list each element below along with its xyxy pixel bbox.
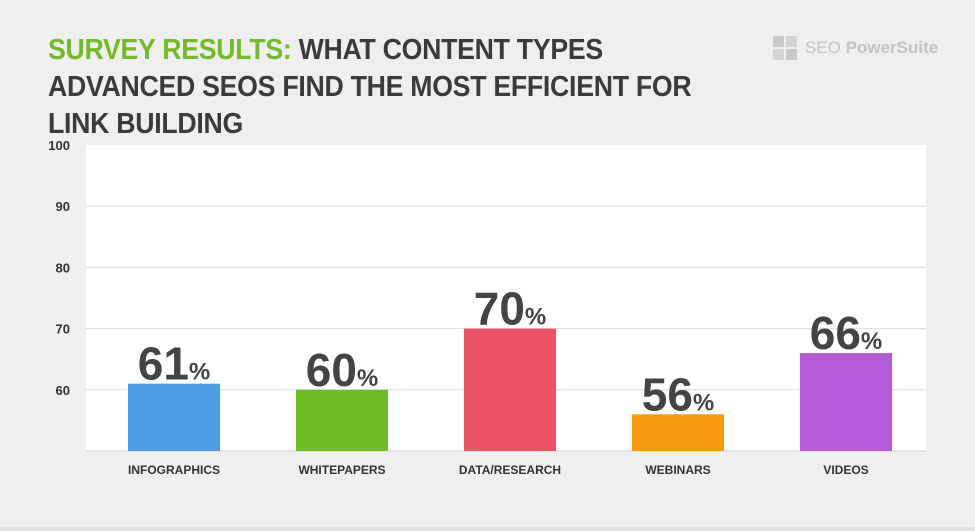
logo-mark-icon [773, 36, 797, 60]
brand-name: SEO PowerSuite [805, 38, 938, 58]
brand-name-light: SEO [805, 38, 846, 57]
bar [800, 353, 892, 451]
x-tick-label: WEBINARS [645, 463, 710, 477]
title-accent: SURVEY RESULTS: [48, 34, 292, 66]
x-tick-label: VIDEOS [823, 463, 868, 477]
footer-divider [0, 527, 975, 531]
bar [632, 414, 724, 451]
x-tick-label: WHITEPAPERS [298, 463, 385, 477]
bar [296, 389, 388, 451]
y-tick-label: 80 [56, 260, 70, 275]
value-label: 66% [810, 307, 883, 359]
chart-title: SURVEY RESULTS: WHAT CONTENT TYPES ADVAN… [48, 32, 692, 143]
y-tick-label: 100 [48, 138, 70, 153]
bar [464, 328, 556, 451]
x-tick-label: DATA/RESEARCH [459, 463, 561, 477]
brand-logo: SEO PowerSuite [773, 36, 938, 60]
value-label: 70% [474, 283, 547, 335]
value-label: 61% [138, 338, 211, 390]
y-tick-label: 60 [56, 383, 70, 398]
brand-name-bold: PowerSuite [845, 38, 939, 57]
x-tick-label: INFOGRAPHICS [128, 463, 220, 477]
title-rest: WHAT CONTENT TYPES ADVANCED SEOS FIND TH… [48, 34, 692, 140]
y-tick-label: 90 [56, 199, 70, 214]
value-label: 56% [642, 368, 715, 420]
bar [128, 383, 220, 451]
value-label: 60% [306, 344, 379, 396]
y-tick-label: 70 [56, 322, 70, 337]
